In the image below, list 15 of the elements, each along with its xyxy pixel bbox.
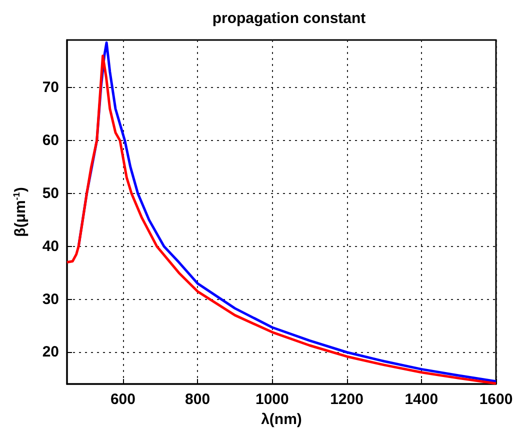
- chart-title: propagation constant: [212, 10, 366, 27]
- y-axis-title: β(μm-1): [12, 187, 29, 237]
- y-tick-label: 20: [42, 344, 59, 361]
- x-tick-label: 1400: [404, 391, 438, 408]
- y-tick-label: 30: [42, 290, 59, 308]
- y-tick-label: 60: [42, 132, 59, 150]
- x-tick-label: 1600: [479, 391, 513, 408]
- x-tick-label: 1200: [330, 391, 364, 408]
- y-tick-label: 50: [42, 184, 59, 202]
- y-tick-label: 70: [42, 79, 59, 96]
- x-axis-title: λ(nm): [261, 410, 302, 428]
- x-tick-label: 600: [110, 391, 136, 408]
- x-tick-label: 1000: [255, 391, 289, 408]
- x-tick-label: 800: [185, 391, 210, 408]
- y-tick-label: 40: [42, 238, 59, 255]
